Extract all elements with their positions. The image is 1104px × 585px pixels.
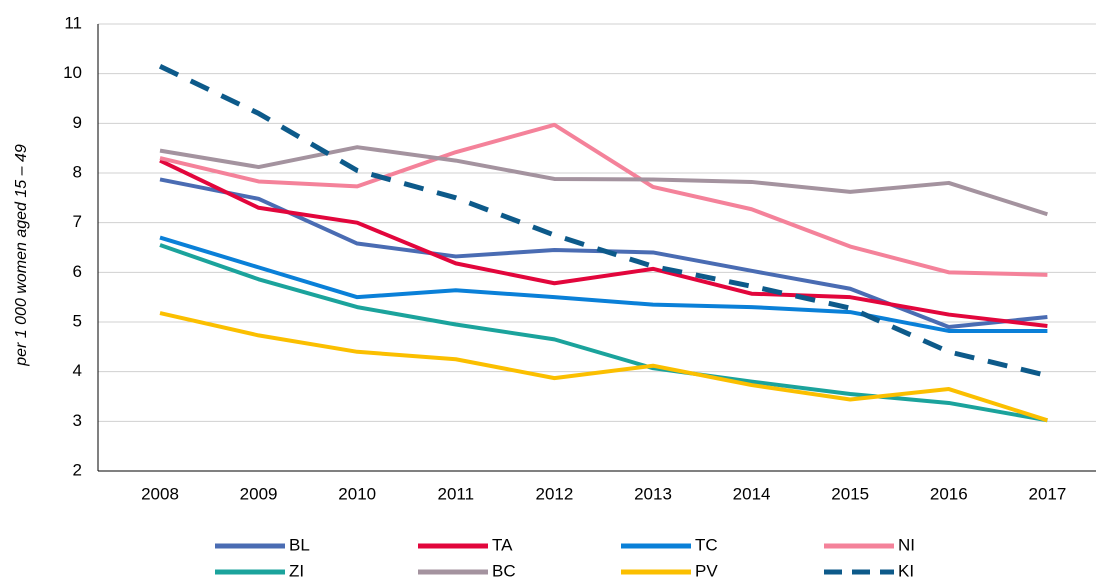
series-line [159,158,1048,328]
y-tick-label: 7 [73,212,82,231]
legend-label: BC [492,561,516,580]
x-tick-label: 2013 [634,484,672,503]
legend-label: TC [695,535,718,554]
legend-label: KI [898,561,914,580]
legend-label: BL [289,535,310,554]
x-tick-label: 2009 [240,484,278,503]
legend-label: PV [695,561,718,580]
y-tick-label: 10 [63,63,82,82]
y-tick-label: 5 [73,311,82,330]
y-tick-label: 6 [73,262,82,281]
x-tick-label: 2008 [141,484,179,503]
x-tick-label: 2017 [1028,484,1066,503]
y-tick-label: 8 [73,162,82,181]
legend-label: ZI [289,561,304,580]
y-tick-label: 4 [73,361,82,380]
legend-label: NI [898,535,915,554]
series-line [159,145,1049,217]
series-line [159,122,1048,277]
y-tick-label: 9 [73,113,82,132]
x-tick-label: 2016 [930,484,968,503]
series-line [159,243,1048,423]
legend-label: TA [492,535,513,554]
y-tick-label: 3 [73,411,82,430]
y-tick-label: 2 [73,460,82,479]
series-line [159,235,1048,333]
y-tick-label: 11 [64,13,82,32]
x-tick-label: 2010 [338,484,376,503]
x-tick-label: 2014 [733,484,771,503]
x-tick-label: 2015 [831,484,869,503]
x-tick-label: 2011 [438,484,475,503]
series-line [158,63,1048,379]
x-tick-label: 2012 [535,484,573,503]
series-line [159,311,1049,423]
y-axis-label: per 1 000 women aged 15 – 49 [13,144,30,367]
